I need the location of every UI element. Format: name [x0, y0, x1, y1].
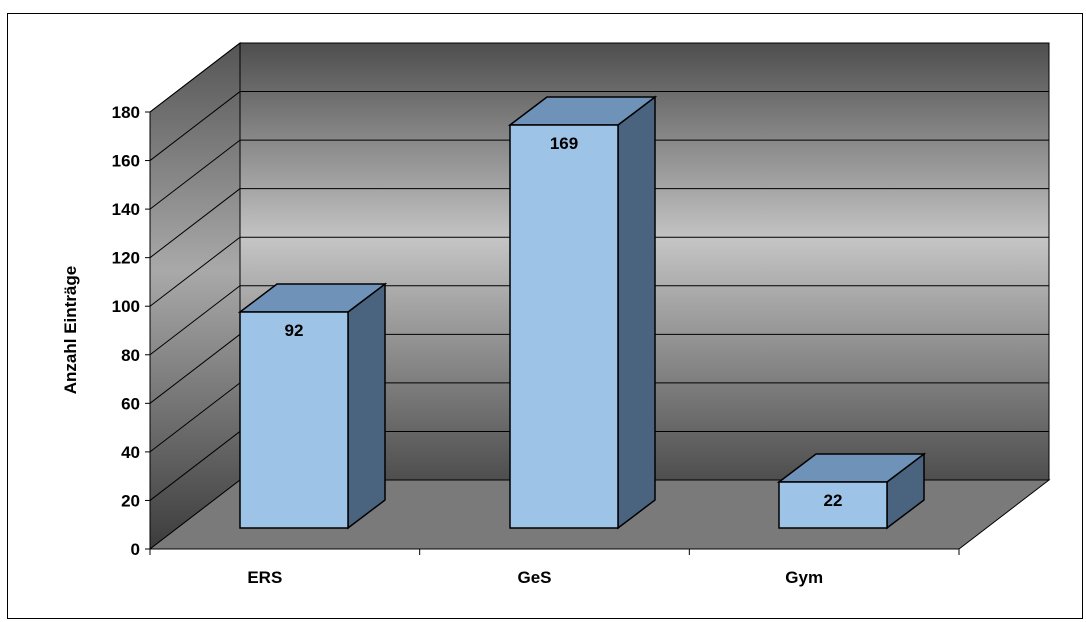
- y-tick-label: 180: [112, 103, 140, 122]
- data-label: 92: [285, 321, 304, 340]
- data-label: 169: [550, 134, 578, 153]
- bar-ers: 92: [237, 282, 388, 530]
- y-axis: 0 20 40 60 80 100 120 140 160 180 ERS GeS Gym: [112, 103, 960, 587]
- gridline-side: [149, 42, 241, 113]
- y-tick-label: 160: [112, 152, 140, 171]
- bars: 92 169 22: [237, 95, 927, 530]
- bar-front-face: [509, 124, 619, 529]
- y-axis-title: Anzahl Einträge: [61, 266, 80, 394]
- gridline-side: [149, 431, 241, 501]
- gridline-side: [149, 285, 241, 356]
- y-tick-label: 80: [121, 346, 140, 365]
- gridline-side: [149, 188, 241, 259]
- y-tick-label: 0: [131, 540, 140, 559]
- x-tick-label: ERS: [247, 568, 282, 587]
- bar-ges: 169: [507, 95, 658, 530]
- x-tick-label: Gym: [785, 568, 823, 587]
- bar-side-face: [617, 95, 656, 530]
- x-tick-label: GeS: [517, 568, 551, 587]
- bar-front-face: [239, 311, 349, 529]
- y-tick-label: 100: [112, 297, 140, 316]
- bar-front-face: [778, 481, 888, 529]
- bar-gym: 22: [776, 452, 927, 530]
- y-tick-label: 40: [121, 443, 140, 462]
- y-tick-label: 20: [121, 491, 140, 510]
- bar-side-face: [347, 282, 386, 530]
- gridline-side: [149, 382, 241, 453]
- gridline-side: [149, 333, 241, 404]
- gridline-side: [149, 139, 241, 210]
- data-label: 22: [824, 491, 843, 510]
- gridline-side: [149, 91, 241, 161]
- y-tick-label: 60: [121, 394, 140, 413]
- gridline-side: [149, 236, 241, 307]
- y-tick-label: 120: [112, 249, 140, 268]
- y-tick-label: 140: [112, 200, 140, 219]
